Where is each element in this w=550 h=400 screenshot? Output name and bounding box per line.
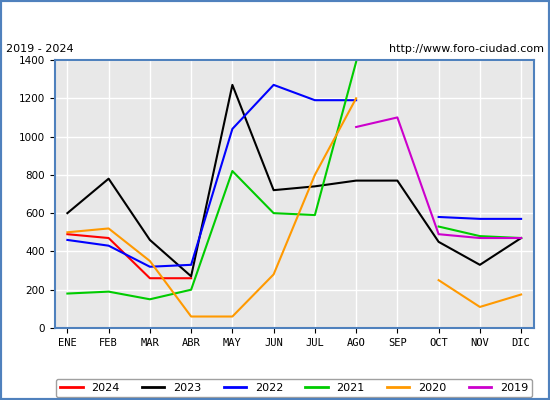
2020 [435, 278, 442, 282]
2023 [271, 188, 277, 192]
2023 [476, 262, 483, 267]
2023 [518, 236, 525, 240]
2020 [518, 292, 525, 297]
2023 [311, 184, 318, 189]
2020 [476, 304, 483, 309]
2023 [146, 238, 153, 242]
2023 [188, 274, 195, 279]
2019 [394, 115, 400, 120]
Line: 2019: 2019 [356, 118, 521, 238]
2022 [518, 216, 525, 221]
Line: 2023: 2023 [67, 85, 521, 276]
2021 [435, 224, 442, 229]
2022 [435, 214, 442, 219]
2023 [106, 176, 112, 181]
2023 [64, 211, 70, 216]
Line: 2021: 2021 [438, 226, 521, 238]
2023 [394, 178, 400, 183]
Text: Evolucion Nº Turistas Nacionales en el municipio de Villarejo de Fuentes: Evolucion Nº Turistas Nacionales en el m… [4, 12, 546, 24]
2023 [229, 82, 235, 87]
Text: 2019 - 2024: 2019 - 2024 [6, 44, 73, 54]
Text: http://www.foro-ciudad.com: http://www.foro-ciudad.com [389, 44, 544, 54]
2023 [353, 178, 359, 183]
Line: 2022: 2022 [438, 217, 521, 219]
Line: 2020: 2020 [438, 280, 521, 307]
2021 [518, 236, 525, 240]
Legend: 2024, 2023, 2022, 2021, 2020, 2019: 2024, 2023, 2022, 2021, 2020, 2019 [56, 378, 532, 398]
2019 [476, 236, 483, 240]
2023 [435, 240, 442, 244]
2019 [435, 232, 442, 237]
2021 [476, 234, 483, 238]
2019 [518, 236, 525, 240]
2022 [476, 216, 483, 221]
2019 [353, 125, 359, 130]
